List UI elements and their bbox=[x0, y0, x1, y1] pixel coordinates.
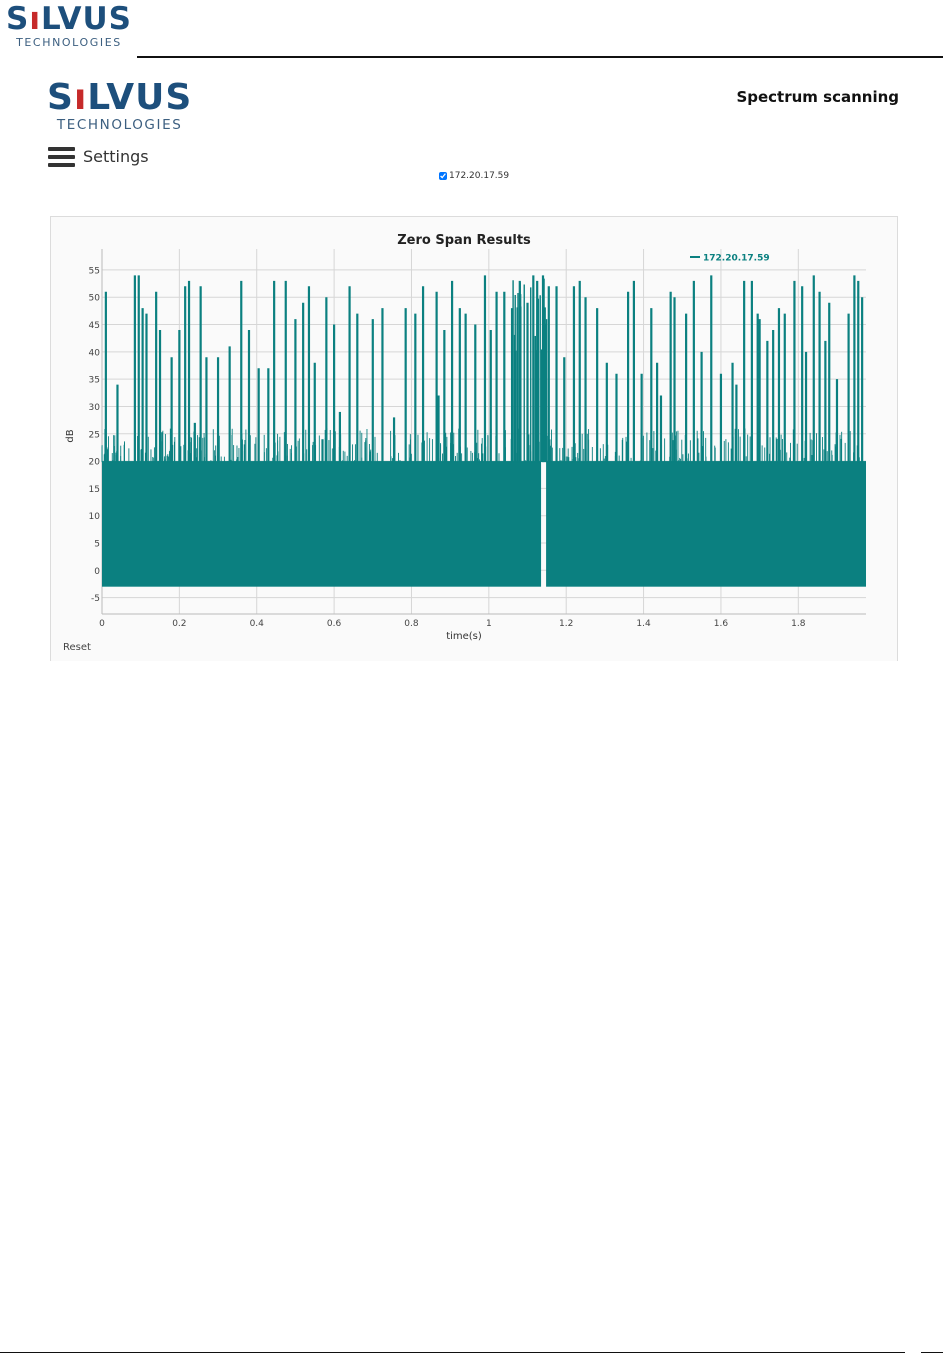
device-checkbox[interactable] bbox=[439, 172, 447, 180]
x-tick-label: 0.8 bbox=[404, 619, 419, 629]
footer-divider-short bbox=[921, 1352, 943, 1353]
y-tick-label: 50 bbox=[89, 294, 101, 304]
x-tick-label: 0 bbox=[99, 619, 105, 629]
y-tick-label: 20 bbox=[89, 458, 101, 468]
hamburger-menu-icon[interactable] bbox=[48, 146, 75, 167]
x-tick-label: 1.4 bbox=[636, 619, 651, 629]
logo-signal-icon: ı bbox=[29, 1, 41, 37]
y-tick-label: 10 bbox=[89, 512, 101, 522]
chart-panel: Zero Span Results -5 0 5 10 15 20 25 30 35 40 45 50 5… bbox=[50, 216, 898, 661]
page-title: Spectrum scanning bbox=[736, 88, 899, 106]
logo-letter-s: S bbox=[47, 77, 74, 118]
settings-label: Settings bbox=[83, 147, 149, 166]
chart-title: Zero Span Results bbox=[397, 233, 531, 248]
y-tick-label: 0 bbox=[94, 567, 100, 577]
x-tick-label: 1.2 bbox=[559, 619, 573, 629]
y-tick-label: 40 bbox=[89, 348, 101, 358]
x-tick-label: 0.6 bbox=[327, 619, 342, 629]
device-label: 172.20.17.59 bbox=[449, 171, 510, 181]
app-logo: SıLVUS TECHNOLOGIES bbox=[47, 80, 192, 133]
noise-band-right bbox=[546, 461, 866, 587]
settings-menu-button[interactable]: Settings bbox=[48, 146, 149, 167]
logo-subtitle: TECHNOLOGIES bbox=[16, 36, 122, 49]
legend-entry: 172.20.17.59 bbox=[703, 254, 770, 264]
noise-band-left bbox=[102, 461, 542, 587]
y-tick-label: 55 bbox=[89, 266, 100, 276]
x-tick-label: 1.8 bbox=[791, 619, 806, 629]
y-tick-label: 15 bbox=[89, 485, 100, 495]
header-divider bbox=[137, 56, 943, 58]
x-axis-label: time(s) bbox=[446, 631, 482, 642]
logo-wordmark: SıLVUS bbox=[47, 80, 192, 116]
document-header-logo: SıLVUS TECHNOLOGIES bbox=[6, 4, 132, 49]
footer-divider bbox=[0, 1352, 905, 1353]
x-tick-label: 1.6 bbox=[714, 619, 729, 629]
logo-wordmark: SıLVUS bbox=[6, 4, 132, 35]
x-tick-label: 0.2 bbox=[172, 619, 186, 629]
logo-letters: LVUS bbox=[40, 1, 132, 37]
y-axis-label: dB bbox=[65, 429, 76, 442]
reset-zoom-link[interactable]: Reset bbox=[63, 642, 91, 653]
logo-letter-s: S bbox=[6, 1, 30, 37]
x-tick-label: 0.4 bbox=[250, 619, 265, 629]
y-tick-label: 5 bbox=[94, 540, 100, 550]
logo-letters: LVUS bbox=[87, 77, 193, 118]
zero-span-chart: Zero Span Results-5051015202530354045505… bbox=[65, 233, 866, 642]
x-tick-label: 1 bbox=[486, 619, 492, 629]
y-tick-label: 25 bbox=[89, 430, 100, 440]
y-tick-label: 35 bbox=[89, 376, 100, 386]
device-toggle[interactable]: 172.20.17.59 bbox=[439, 171, 509, 181]
y-tick-label: -5 bbox=[91, 594, 100, 604]
logo-signal-icon: ı bbox=[73, 77, 88, 118]
y-tick-label: 30 bbox=[89, 403, 101, 413]
y-tick-label: 45 bbox=[89, 321, 100, 331]
logo-subtitle: TECHNOLOGIES bbox=[56, 117, 183, 133]
